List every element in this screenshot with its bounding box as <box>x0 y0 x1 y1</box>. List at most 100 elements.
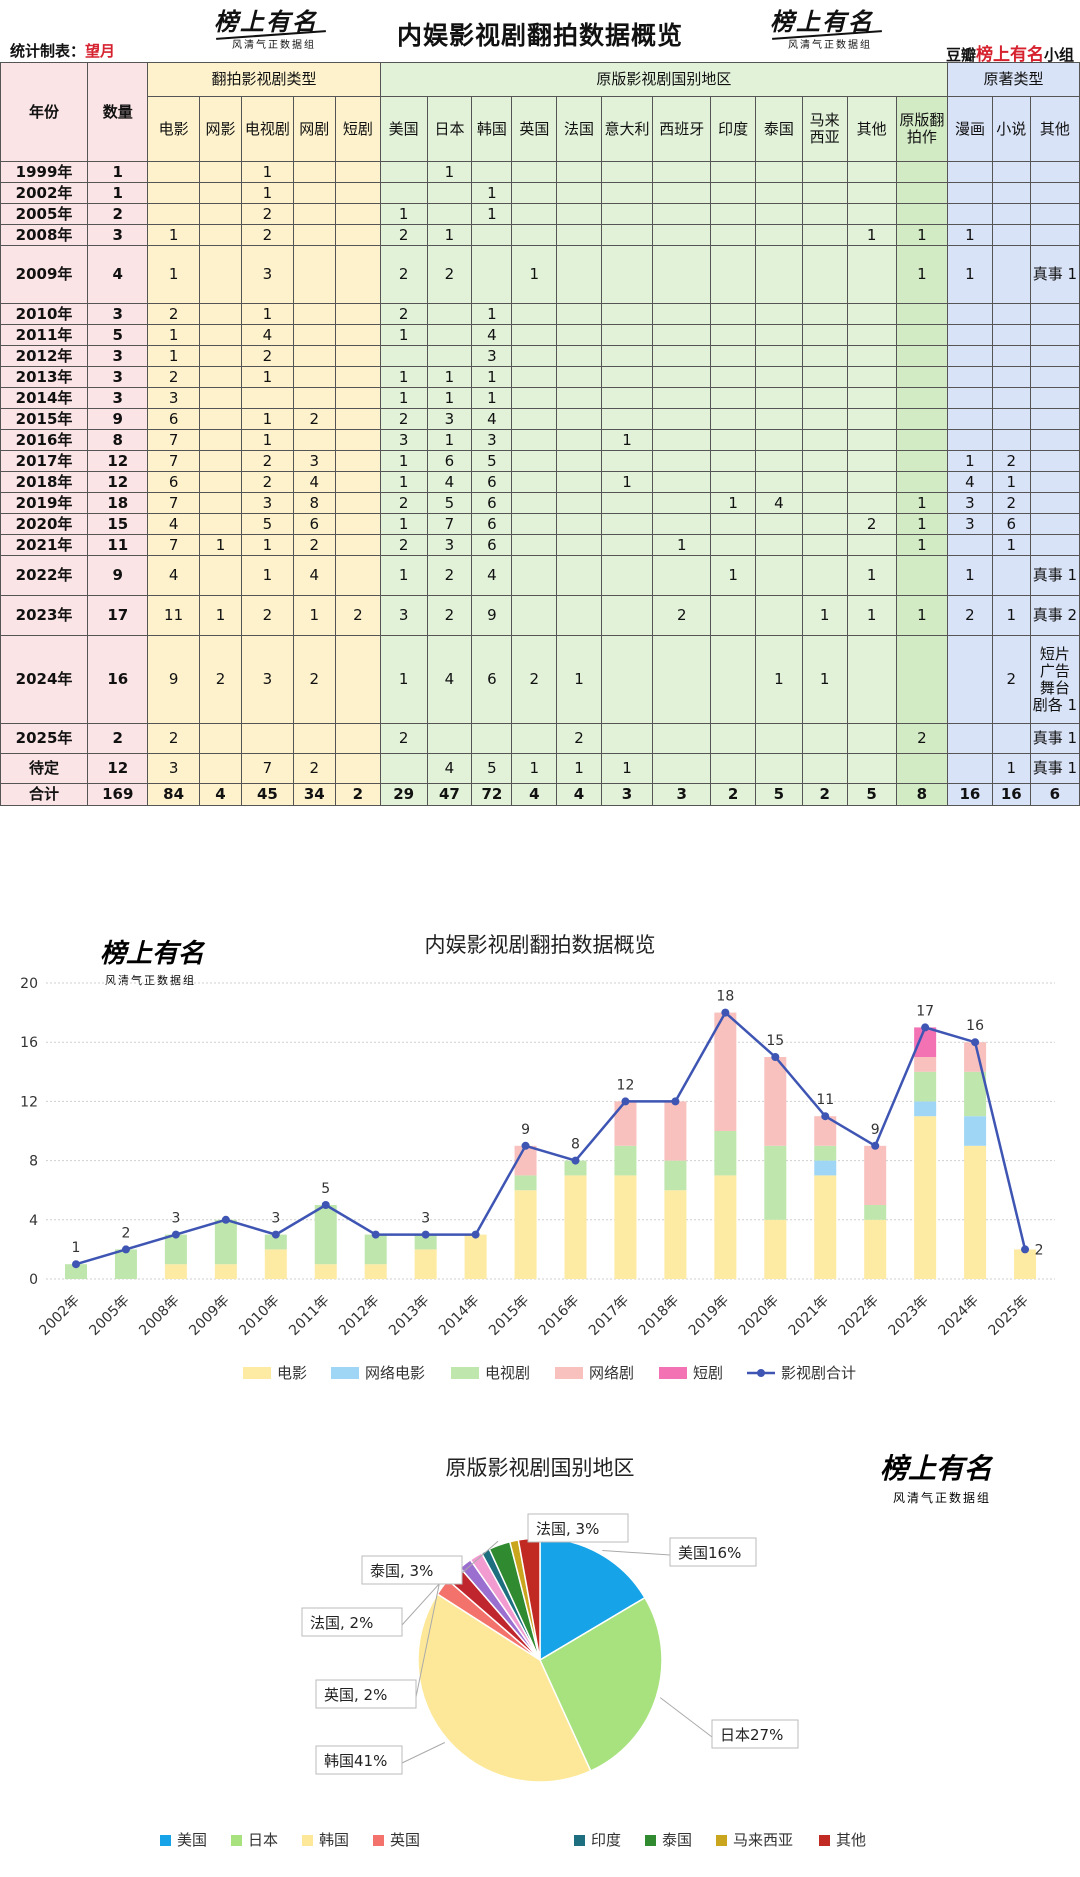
bar-segment <box>914 1057 937 1072</box>
table-cell <box>652 555 712 596</box>
bar-segment <box>964 1116 987 1146</box>
table-cell <box>241 387 294 409</box>
table-cell <box>846 471 897 493</box>
table-cell <box>379 182 428 204</box>
bar-segment <box>864 1205 887 1220</box>
table-cell <box>947 753 993 784</box>
table-cell <box>846 450 897 472</box>
table-cell <box>335 224 381 246</box>
legend-swatch <box>373 1835 384 1846</box>
table-cell <box>556 555 602 596</box>
table-cell <box>947 723 993 754</box>
legend-swatch <box>160 1835 171 1846</box>
table-row: 2023年 17 11 1 2 1 2 3 2 9 2 1 1 1 2 1 真事 2 <box>0 595 1080 636</box>
chart-title: 内娱影视剧翻拍数据概览 <box>425 933 656 957</box>
table-cell <box>335 161 381 183</box>
table-cell: 1 <box>947 224 993 246</box>
table-cell <box>1029 471 1080 493</box>
col-header: 短剧 <box>335 96 381 162</box>
table-cell: 11 <box>147 595 200 636</box>
x-tick-label: 2024年 <box>936 1293 982 1339</box>
brand-logo-sub: 风清气正数据组 <box>105 973 196 987</box>
row-year: 2013年 <box>0 366 89 388</box>
row-count: 8 <box>87 429 149 451</box>
legend-swatch <box>302 1835 313 1846</box>
table-cell: 4 <box>198 783 243 806</box>
legend-label: 网络剧 <box>589 1364 634 1382</box>
table-cell: 1 <box>895 513 949 535</box>
table-row: 2019年 18 7 3 8 2 5 6 1 4 1 3 2 <box>0 492 1080 514</box>
table-cell: 1 <box>600 471 654 493</box>
table-cell: 1 <box>198 534 243 556</box>
table-cell <box>991 555 1031 596</box>
table-cell <box>895 408 949 430</box>
table-cell: 1 <box>198 595 243 636</box>
table-cell: 1 <box>991 471 1031 493</box>
table-cell <box>511 324 558 346</box>
table-cell <box>198 723 243 754</box>
table-cell <box>801 429 848 451</box>
table-cell <box>801 450 848 472</box>
table-cell <box>846 635 897 724</box>
col-header: 电视剧 <box>241 96 294 162</box>
table-cell <box>292 429 337 451</box>
table-cell: 3 <box>600 783 654 806</box>
x-tick-label: 2022年 <box>836 1293 882 1339</box>
table-cell <box>335 429 381 451</box>
bar-segment <box>864 1219 887 1279</box>
table-cell: 1 <box>511 753 558 784</box>
row-year: 合计 <box>0 783 89 806</box>
callout-label: 法国, 3% <box>536 1520 599 1538</box>
table-cell <box>754 324 803 346</box>
table-cell: 6 <box>1029 783 1080 806</box>
table-cell <box>801 534 848 556</box>
row-year: 2015年 <box>0 408 89 430</box>
table-cell <box>754 224 803 246</box>
bar-segment <box>65 1264 87 1279</box>
table-cell <box>556 182 602 204</box>
table-cell <box>198 224 243 246</box>
table-cell <box>335 471 381 493</box>
source-label: 豆瓣榜上有名小组 <box>945 45 1074 65</box>
table-cell <box>292 161 337 183</box>
table-cell <box>556 303 602 325</box>
row-year: 1999年 <box>0 161 89 183</box>
row-count: 15 <box>87 513 149 535</box>
table-cell <box>947 324 993 346</box>
row-year: 2017年 <box>0 450 89 472</box>
table-cell <box>754 429 803 451</box>
table-cell <box>991 366 1031 388</box>
table-cell <box>895 366 949 388</box>
table-cell <box>600 723 654 754</box>
table-cell: 1 <box>895 595 949 636</box>
table-cell: 3 <box>947 513 993 535</box>
table-cell: 2 <box>947 595 993 636</box>
table-cell: 2 <box>895 723 949 754</box>
table-cell <box>1029 387 1080 409</box>
table-cell: 1 <box>895 224 949 246</box>
table-cell: 84 <box>147 783 200 806</box>
table-cell <box>754 345 803 367</box>
table-cell <box>754 408 803 430</box>
table-cell <box>600 408 654 430</box>
table-cell: 1 <box>652 534 712 556</box>
table-cell <box>511 408 558 430</box>
total-point <box>571 1156 580 1165</box>
table-cell: 1 <box>895 492 949 514</box>
table-cell <box>556 161 602 183</box>
table-cell: 真事 2 <box>1029 595 1080 636</box>
table-cell <box>801 245 848 304</box>
row-count: 11 <box>87 534 149 556</box>
table-cell: 1 <box>292 595 337 636</box>
legend-label: 马来西亚 <box>733 1831 793 1849</box>
table-cell <box>600 595 654 636</box>
table-cell <box>801 303 848 325</box>
table-cell <box>147 161 200 183</box>
table-cell <box>991 723 1031 754</box>
bar-segment <box>514 1190 537 1279</box>
table-cell <box>846 324 897 346</box>
table-cell: 1 <box>947 245 993 304</box>
col-header: 原版翻拍作 <box>895 96 949 162</box>
bar-segment <box>614 1145 637 1176</box>
col-header: 韩国 <box>471 96 513 162</box>
